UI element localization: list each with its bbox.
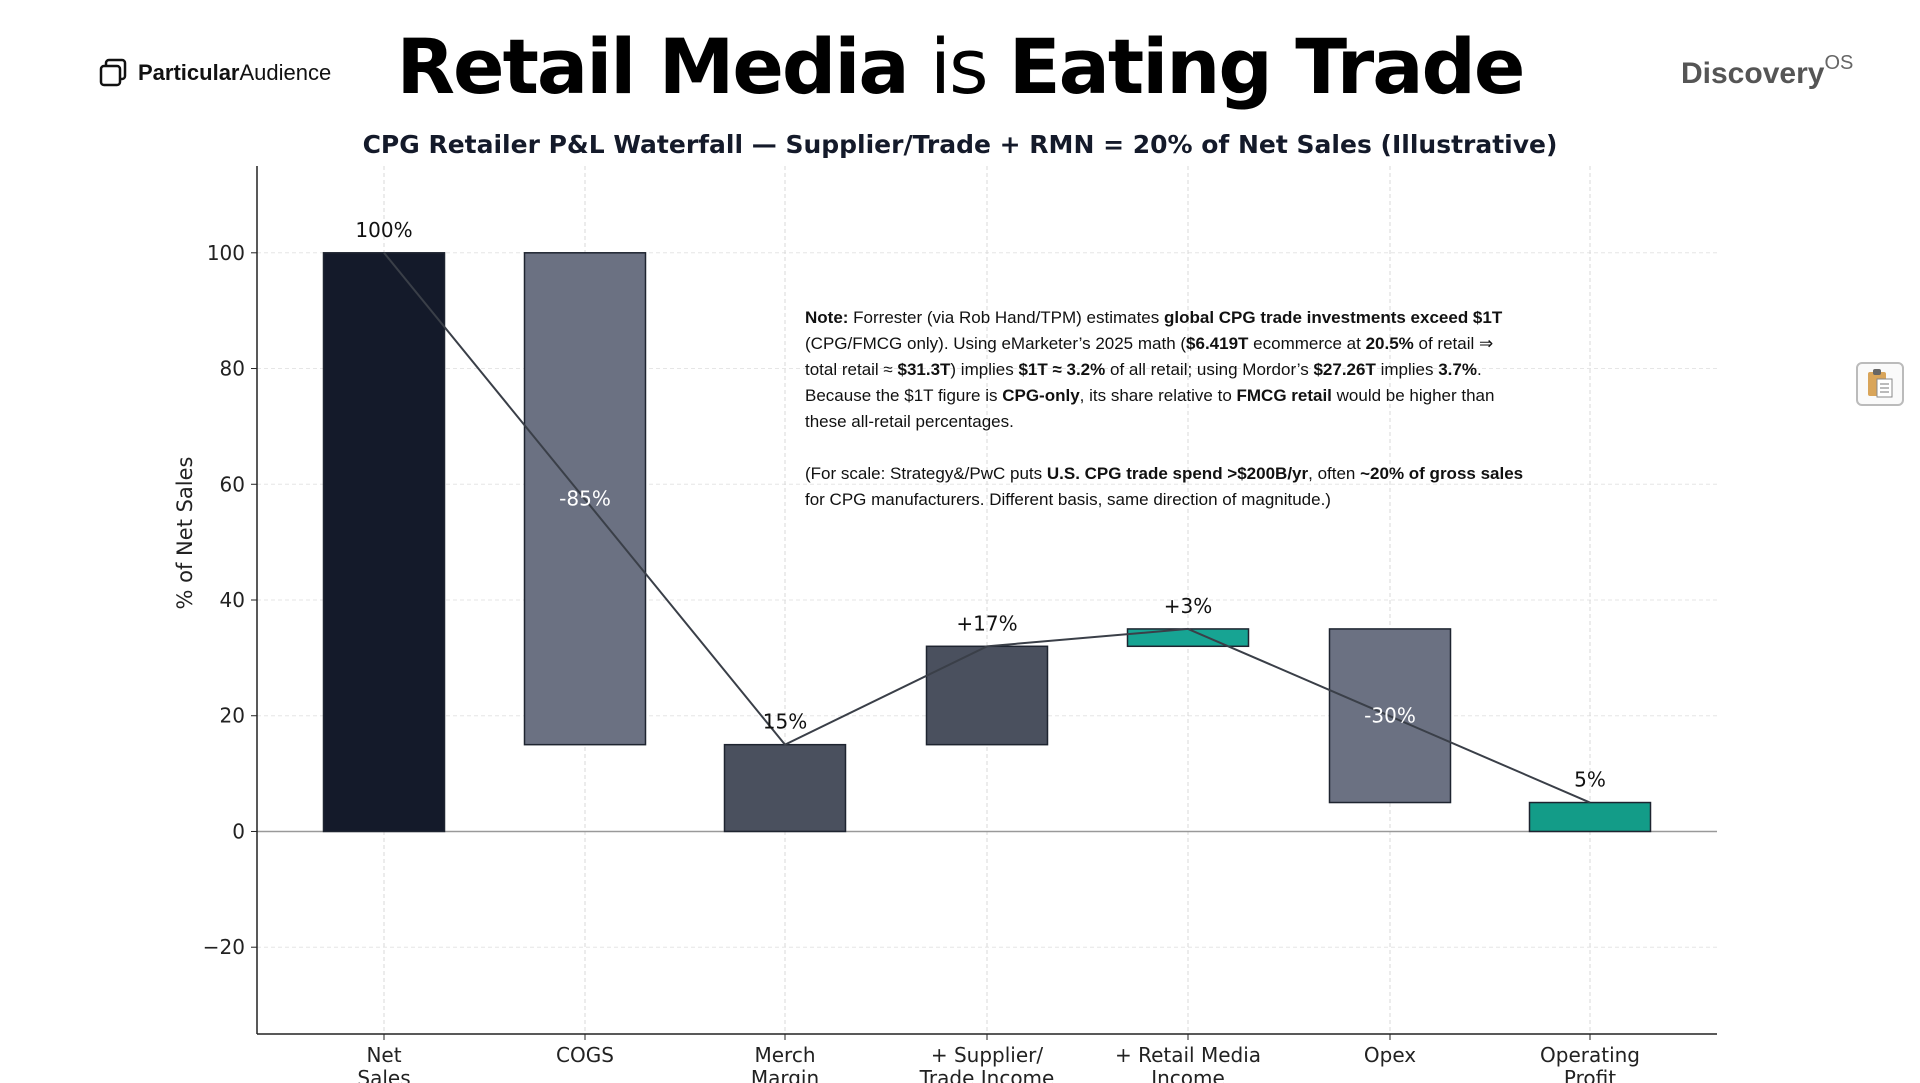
note-text-run: (For scale: Strategy&/PwC puts	[805, 464, 1047, 483]
note-paragraph-1: Note: Forrester (via Rob Hand/TPM) estim…	[805, 305, 1523, 435]
note-text-run: $27.26T	[1313, 360, 1376, 379]
chart-note: Note: Forrester (via Rob Hand/TPM) estim…	[805, 305, 1523, 513]
note-text-run: Because the $1T figure is	[805, 386, 1003, 405]
page-title: Retail Media is Eating Trade	[0, 22, 1920, 111]
note-text-run: of all retail; using Mordor’s	[1105, 360, 1314, 379]
bar-6	[1528, 801, 1652, 833]
bar-label: +3%	[1164, 594, 1213, 618]
note-text-run: ~20% of gross sales	[1360, 464, 1524, 483]
note-text-run: ) implies	[950, 360, 1019, 379]
x-tick-label: Sales	[357, 1066, 410, 1083]
connector-line	[383, 252, 1591, 804]
bar-label: 100%	[355, 218, 412, 242]
x-tick-label: Margin	[751, 1066, 819, 1083]
x-tick-label: + Retail Media	[1115, 1043, 1261, 1067]
particular-audience-logo: ParticularAudience	[98, 58, 331, 88]
y-tick-label: 40	[220, 588, 245, 612]
note-text-run: Note:	[805, 308, 849, 327]
note-text-run: would be higher than	[1331, 386, 1495, 405]
note-text-run: 20.5%	[1365, 334, 1414, 353]
y-tick-label: 60	[220, 472, 245, 496]
x-tick-label: Opex	[1364, 1043, 1416, 1067]
logo-left-regular: Audience	[239, 60, 332, 85]
y-axis-label: % of Net Sales	[173, 457, 197, 610]
note-text-run: total retail ≈	[805, 360, 898, 379]
bar-4	[1126, 628, 1250, 648]
title-part-2: is	[907, 22, 1009, 111]
note-text-run: , often	[1308, 464, 1361, 483]
bar-label: -85%	[559, 487, 611, 511]
bar-label: 5%	[1574, 768, 1606, 792]
logo-left-bold: Particular	[138, 60, 240, 85]
chart-title: CPG Retailer P&L Waterfall — Supplier/Tr…	[362, 130, 1558, 159]
note-text-run: these all-retail percentages.	[805, 412, 1014, 431]
x-tick-label: Income	[1151, 1066, 1225, 1083]
x-tick-label: Merch	[754, 1043, 815, 1067]
y-tick-label: 100	[207, 241, 245, 265]
x-tick-label: Trade Income	[919, 1066, 1055, 1083]
note-text-run: ecommerce at	[1248, 334, 1366, 353]
note-text-run: $1T ≈ 3.2%	[1018, 360, 1106, 379]
note-text-run: 3.7%	[1438, 360, 1477, 379]
x-tick-label: Profit	[1564, 1066, 1616, 1083]
note-text-run: global CPG trade investments exceed $1T	[1163, 308, 1503, 327]
overlapping-squares-icon	[99, 58, 127, 87]
note-text-run: $31.3T	[897, 360, 951, 379]
note-text-run: for CPG manufacturers. Different basis, …	[805, 490, 1331, 509]
note-text-run: FMCG retail	[1236, 386, 1332, 405]
bar-3	[925, 645, 1049, 746]
note-paragraph-2: (For scale: Strategy&/PwC puts U.S. CPG …	[805, 461, 1523, 513]
clipboard-paste-button[interactable]	[1856, 362, 1904, 406]
bar-2	[723, 743, 847, 833]
note-text-run: , its share relative to	[1079, 386, 1237, 405]
bar-label: +17%	[956, 611, 1017, 635]
bar-label: -30%	[1364, 704, 1416, 728]
logo-right-text: Discovery	[1681, 57, 1825, 90]
note-text-run: .	[1476, 360, 1482, 379]
bar-0	[322, 252, 446, 833]
note-text-run: Forrester (via Rob Hand/TPM) estimates	[848, 308, 1164, 327]
x-tick-label: + Supplier/	[931, 1043, 1044, 1067]
y-tick-label: −20	[203, 935, 245, 959]
logo-right-sup: OS	[1824, 52, 1854, 74]
discovery-os-logo: DiscoveryOS	[1681, 52, 1853, 91]
y-tick-label: 80	[220, 357, 245, 381]
bar-label: 15%	[763, 710, 807, 734]
note-text-run: $6.419T	[1186, 334, 1249, 353]
x-tick-label: COGS	[556, 1043, 614, 1067]
y-tick-label: 0	[232, 819, 245, 843]
clipboard-paste-icon	[1868, 369, 1893, 398]
x-tick-label: Net	[366, 1043, 401, 1067]
title-part-3: Eating Trade	[1008, 22, 1526, 111]
note-text-run: CPG-only	[1002, 386, 1080, 405]
note-text-run: U.S. CPG trade spend >$200B/yr	[1046, 464, 1309, 483]
note-text-run: implies	[1375, 360, 1439, 379]
title-part-1: Retail Media	[396, 22, 910, 111]
note-text-run: of retail ⇒	[1413, 334, 1494, 353]
note-text-run: (CPG/FMCG only). Using eMarketer’s 2025 …	[805, 334, 1187, 353]
x-tick-label: Operating	[1540, 1043, 1640, 1067]
y-tick-label: 20	[220, 704, 245, 728]
